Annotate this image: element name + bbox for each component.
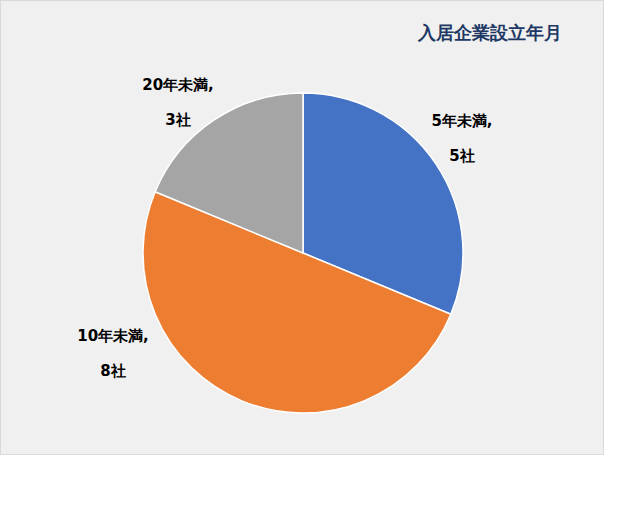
data-label: 5年未満, 5社 bbox=[431, 112, 492, 165]
data-label: 20年未満, 3社 bbox=[142, 76, 214, 129]
data-label: 10年未満, 8社 bbox=[77, 327, 149, 380]
data-label-line: 5社 bbox=[449, 147, 474, 165]
chart-area bbox=[1, 1, 604, 455]
data-label-line: 5年未満, bbox=[431, 112, 492, 130]
slice bbox=[155, 93, 303, 253]
data-label-line: 20年未満, bbox=[142, 76, 214, 94]
data-label-line: 3社 bbox=[165, 111, 190, 129]
chart: 入居企業設立年月 5年未満, 5社 10年未満, 8社 20年未満, 3社 bbox=[0, 0, 629, 508]
data-label-line: 10年未満, bbox=[77, 327, 149, 345]
title: 入居企業設立年月 bbox=[417, 22, 562, 43]
pie bbox=[143, 93, 463, 413]
data-label-line: 8社 bbox=[100, 362, 125, 380]
